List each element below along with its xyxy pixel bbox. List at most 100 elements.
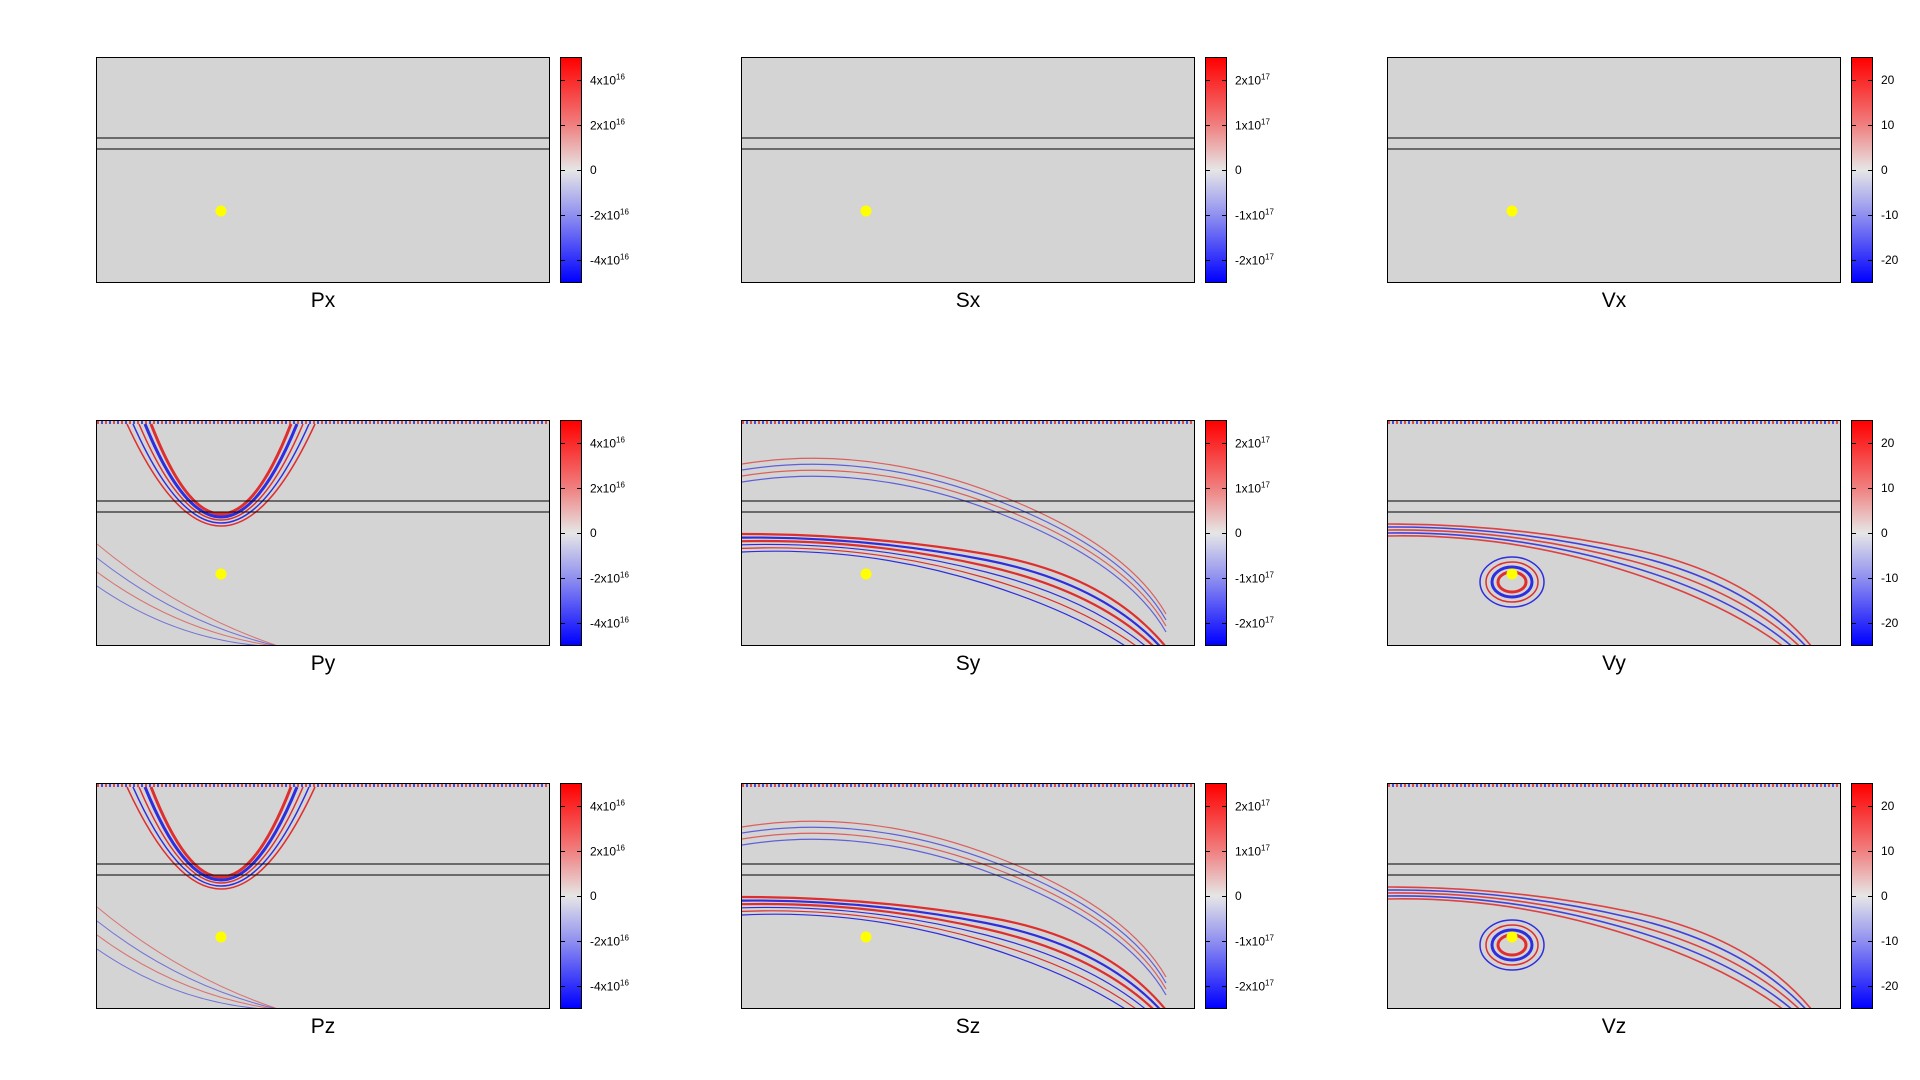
colorbar-tick-label: 2x1017 [1235,798,1270,814]
surface-noise [101,784,103,787]
surface-noise [938,421,940,424]
surface-noise [990,421,992,424]
surface-noise [1476,421,1478,424]
surface-noise [1444,784,1446,787]
surface-noise [281,421,283,424]
surface-noise [329,784,331,787]
surface-noise [1392,421,1394,424]
surface-noise [233,421,235,424]
wavefront [1388,886,1812,1008]
source-marker [215,931,227,943]
surface-noise [509,784,511,787]
heatmap-plot [741,57,1195,283]
heatmap-svg [1388,784,1840,1008]
surface-noise [1468,784,1470,787]
surface-noise [1840,421,1841,424]
wavefront [742,832,1167,990]
heatmap-svg [742,784,1194,1008]
surface-noise [241,421,243,424]
surface-noise [878,784,880,787]
surface-noise [549,784,550,787]
surface-noise [257,421,259,424]
surface-noise [1054,784,1056,787]
surface-noise [802,421,804,424]
wavefront [1479,556,1545,608]
colorbar-tick [1851,623,1856,625]
colorbar-tick [1205,941,1210,943]
surface-noise [453,784,455,787]
surface-noise [313,421,315,424]
colorbar-tick [1205,578,1210,580]
wavefield [742,784,1192,1008]
colorbar-tick [1851,215,1856,217]
surface-noise [1552,421,1554,424]
surface-noise [201,784,203,787]
surface-noise [357,421,359,424]
surface-noise [1190,784,1192,787]
surface-noise [1748,421,1750,424]
surface-noise [397,421,399,424]
surface-noise [826,784,828,787]
heatmap-svg [1388,137,1840,217]
colorbar-tick [1222,442,1227,444]
wavefront [1388,892,1800,1008]
colorbar-tick [577,442,582,444]
surface-noise [1716,421,1718,424]
surface-noise [1684,784,1686,787]
surface-noise [289,784,291,787]
surface-noise [157,421,159,424]
surface-noise [1660,784,1662,787]
surface-noise [1508,784,1510,787]
colorbar-tick-label: -20 [1881,979,1899,994]
colorbar-tick [1205,896,1210,897]
surface-noise [1392,784,1394,787]
surface-noise [774,784,776,787]
surface-noise [1540,421,1542,424]
surface-noise [1796,421,1798,424]
surface-noise [1162,784,1164,787]
surface-noise [742,784,744,787]
surface-noise [1022,784,1024,787]
surface-noise [549,421,550,424]
surface-noise [1728,784,1730,787]
surface-noise [325,784,327,787]
surface-noise [830,784,832,787]
surface-noise [1110,784,1112,787]
colorbar-tick [1851,260,1856,262]
colorbar-tick [1868,170,1873,171]
surface-noise [750,421,752,424]
surface-noise [1480,784,1482,787]
heatmap-plot [96,57,550,283]
surface-noise [930,421,932,424]
wavefront [742,543,1146,645]
colorbar-tick [1205,124,1210,126]
surface-noise [1014,784,1016,787]
surface-noise [421,784,423,787]
surface-noise [974,421,976,424]
colorbar-tick [1868,442,1873,444]
colorbar-tick [1205,215,1210,217]
surface-noise [285,784,287,787]
surface-noise [317,421,319,424]
surface-noise [1768,421,1770,424]
surface-noise [1568,784,1570,787]
surface-noise [513,784,515,787]
surface-noise [950,784,952,787]
surface-noise [425,421,427,424]
surface-noise [249,421,251,424]
surface-noise [874,421,876,424]
wavefront [742,913,1125,1008]
surface-noise [1688,784,1690,787]
surface-noise [786,784,788,787]
surface-noise [493,421,495,424]
surface-noise [834,784,836,787]
surface-noise [954,421,956,424]
surface-noise [990,784,992,787]
colorbar-tick [1205,260,1210,262]
colorbar-tick-label: 0 [1235,889,1242,903]
surface-noise [1002,784,1004,787]
colorbar-tick [1205,487,1210,489]
surface-noise [1022,421,1024,424]
surface-noise [1532,784,1534,787]
surface-noise [121,784,123,787]
